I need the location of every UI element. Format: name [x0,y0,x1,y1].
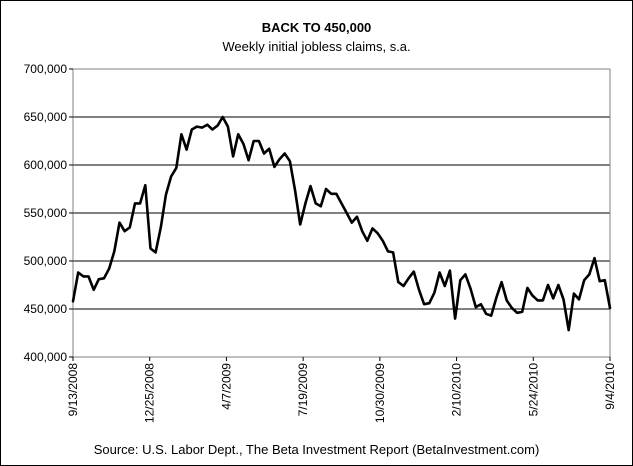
y-tick-label: 650,000 [24,110,68,124]
x-tick-label: 9/4/2010 [603,363,617,410]
chart-subtitle: Weekly initial jobless claims, s.a. [222,39,411,54]
tick-layer: 400,000 450,000 500,000 550,000 600,000 650,0… [24,62,617,423]
y-tick-label: 400,000 [24,350,68,364]
x-tick-label: 10/30/2009 [373,363,387,423]
y-tick-label: 500,000 [24,254,68,268]
chart-source: Source: U.S. Labor Dept., The Beta Inves… [93,442,540,457]
y-tick-label: 550,000 [24,206,68,220]
x-tick-label: 4/7/2009 [219,363,233,410]
y-tick-label: 700,000 [24,62,68,76]
y-tick-label: 600,000 [24,158,68,172]
grid-layer [73,116,610,310]
x-tick-label: 5/24/2010 [526,363,540,417]
line-layer [71,115,612,332]
x-tick-label: 7/19/2009 [296,363,310,417]
claims-series-line [71,115,612,332]
y-tick-label: 450,000 [24,302,68,316]
x-tick-label: 2/10/2010 [450,363,464,417]
x-tick-label: 12/25/2008 [143,363,157,423]
chart-title: BACK TO 450,000 [261,20,372,35]
x-tick-label: 9/13/2008 [66,363,80,417]
